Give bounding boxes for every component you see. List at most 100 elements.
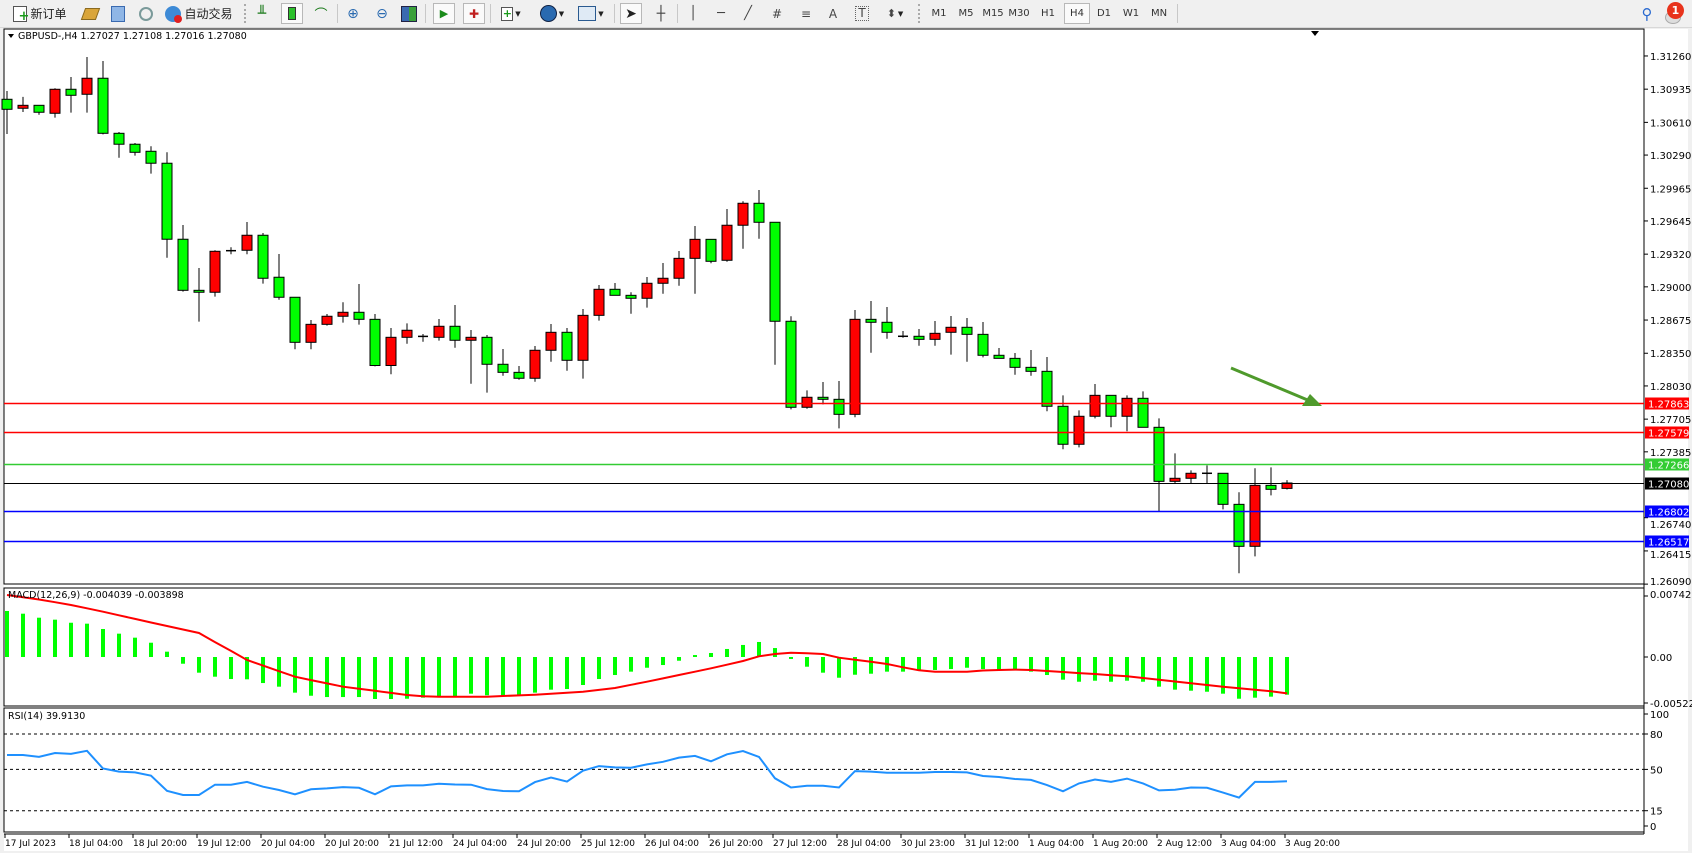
price-level-tag (1645, 397, 1689, 410)
candle (1233, 492, 1245, 574)
indicators-button[interactable]: + ▼ (501, 6, 521, 21)
candle (993, 348, 1005, 359)
horizontal-line-button[interactable]: ─ (710, 3, 732, 24)
tile-windows-button[interactable] (398, 3, 420, 24)
macd-histogram-bar (21, 613, 25, 657)
candle-body (1105, 394, 1117, 417)
navigator-button[interactable] (107, 3, 129, 24)
rsi-header: RSI(14) 39.9130 (8, 711, 85, 722)
zoom-out-button[interactable]: ⊖ (371, 3, 393, 24)
candle (369, 314, 381, 367)
candle (129, 143, 141, 156)
macd-histogram-bar (213, 657, 217, 677)
timeframe-w1[interactable]: W1 (1122, 8, 1140, 19)
candle (817, 382, 829, 405)
toolbar-grip[interactable] (244, 4, 248, 23)
candle-body (401, 329, 413, 338)
search-icon: ⚲ (1641, 4, 1653, 23)
candle-body (1041, 370, 1053, 407)
line-chart-button[interactable]: ⌒ (310, 3, 332, 24)
candle-body (993, 354, 1005, 359)
candle-body (593, 288, 605, 316)
crosshair-button[interactable]: ┼ (650, 3, 672, 24)
candle-body (561, 331, 573, 361)
bar-chart-button[interactable]: ╨ (251, 3, 273, 24)
periods-button[interactable]: ▼ (536, 3, 568, 24)
cursor-button[interactable]: ➤ (620, 3, 642, 24)
price-tick-label: 1.26415 (1650, 550, 1691, 561)
candlestick-button[interactable] (281, 3, 303, 24)
candle-body (721, 224, 733, 261)
macd-histogram-bar (1157, 657, 1161, 687)
candle (17, 96, 29, 112)
timeframe-m5[interactable]: M5 (958, 8, 974, 19)
timeframe-m15[interactable]: M15 (982, 8, 1004, 19)
templates-button[interactable]: ▼ (574, 3, 608, 24)
price-tick-label: 1.29645 (1650, 217, 1691, 228)
time-tick-label: 25 Jul 12:00 (581, 839, 635, 849)
time-tick-label: 1 Aug 20:00 (1093, 839, 1148, 849)
candle (1217, 472, 1229, 510)
candle-body (753, 202, 765, 223)
candle-body (305, 323, 317, 343)
candle (81, 56, 93, 113)
signals-icon (139, 6, 153, 21)
macd-histogram-bar (357, 657, 361, 698)
zoom-in-icon: ⊕ (347, 5, 359, 22)
price-tick-label: 1.26740 (1650, 520, 1691, 531)
fibonacci-button[interactable]: ≡ (795, 3, 817, 24)
time-tick-label: 3 Aug 04:00 (1221, 839, 1276, 849)
price-tick-label: 1.30290 (1650, 151, 1691, 162)
chart-shift-button[interactable]: ✚ (463, 3, 485, 24)
price-tick-label: 1.29000 (1650, 283, 1691, 294)
candle (801, 390, 813, 409)
macd-histogram-bar (165, 651, 169, 657)
timeframe-d1[interactable]: D1 (1096, 8, 1112, 19)
text-label-button[interactable]: T (851, 3, 873, 24)
arrows-button[interactable]: ⬍ ▼ (886, 7, 904, 20)
rsi-tick-label: 15 (1650, 807, 1663, 818)
timeframe-h1[interactable]: H1 (1041, 8, 1055, 19)
candle (545, 324, 557, 362)
time-tick-label: 3 Aug 20:00 (1285, 839, 1340, 849)
market-watch-button[interactable] (79, 3, 101, 24)
timeframe-mn[interactable]: MN (1150, 8, 1168, 19)
auto-trading-button[interactable]: 自动交易 (161, 3, 237, 24)
chart-window[interactable]: 1.31260 1.30935 1.30610 1.30290 1.29965 1.296… (0, 28, 1692, 853)
candle (609, 282, 621, 296)
macd-histogram-bar (677, 657, 681, 661)
equidistant-channel-button[interactable]: # (766, 3, 788, 24)
time-tick-label: 17 Jul 2023 (5, 839, 56, 849)
timeframe-h4[interactable]: H4 (1064, 3, 1090, 24)
timeframes-grip[interactable] (918, 4, 922, 23)
price-tick-label: 1.30610 (1650, 118, 1691, 129)
candle-body (577, 314, 589, 361)
auto-scroll-button[interactable]: ▶ (433, 3, 455, 24)
candle (353, 283, 365, 325)
timeframe-m1[interactable]: M1 (931, 8, 947, 19)
macd-histogram-bar (549, 657, 553, 690)
candle (929, 320, 941, 346)
timeframe-m30[interactable]: M30 (1008, 8, 1030, 19)
signals-button[interactable] (135, 3, 157, 24)
macd-tick-label: 0.00 (1650, 653, 1672, 664)
macd-histogram-bar (1173, 657, 1177, 690)
text-button[interactable]: A (822, 3, 844, 24)
notification-badge: 1 (1667, 2, 1684, 19)
macd-histogram-bar (101, 628, 105, 657)
candle (113, 131, 125, 158)
time-tick-label: 18 Jul 04:00 (69, 839, 123, 849)
price-tick-label: 1.31260 (1650, 52, 1691, 63)
candle (385, 328, 397, 375)
vertical-line-button[interactable]: │ (682, 3, 704, 24)
new-order-button[interactable]: + 新订单 (6, 3, 74, 24)
candle-body (257, 234, 269, 279)
macd-histogram-bar (533, 657, 537, 693)
macd-histogram-bar (933, 657, 937, 670)
candle-body (961, 326, 973, 335)
search-button[interactable]: ⚲ (1636, 3, 1658, 24)
price-level-tag-label: 1.26517 (1648, 538, 1689, 549)
trendline-button[interactable]: ╱ (737, 3, 759, 24)
zoom-in-button[interactable]: ⊕ (342, 3, 364, 24)
price-tick-label: 1.27705 (1650, 415, 1691, 426)
